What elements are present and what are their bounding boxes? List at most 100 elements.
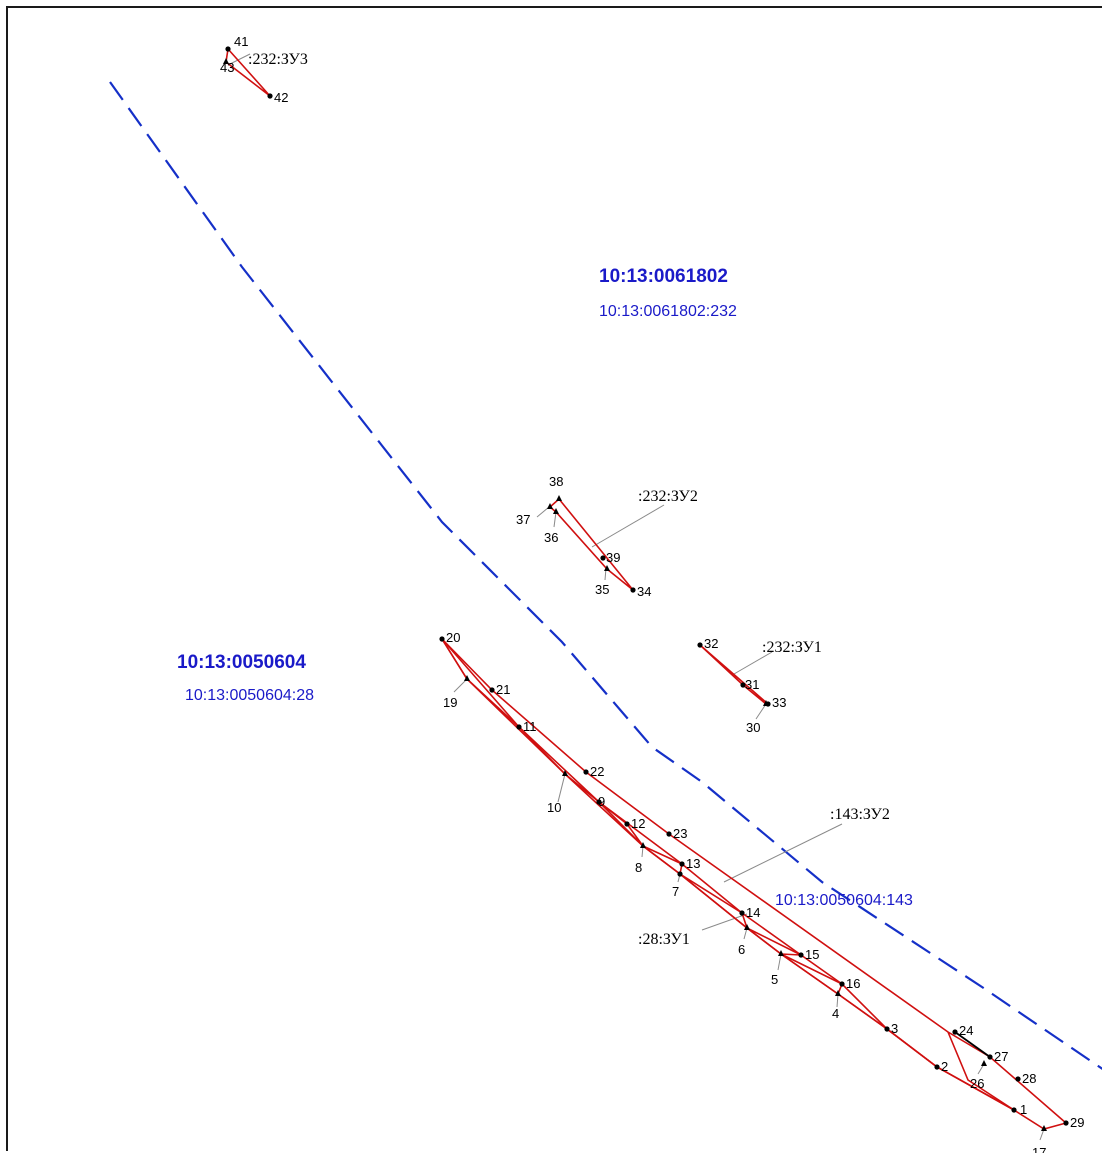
point-labels: 1234567891011121314151617192021222324262…	[220, 34, 1084, 1153]
point-label-16: 16	[846, 976, 860, 991]
map-frame: 1 2 3 4 5 6 7 8 9 10 11 12 13 14 15 16 17 19 20 21 22 23 24 26 2…	[6, 6, 1102, 1153]
point-marker-3	[884, 1026, 890, 1032]
point-marker-38	[556, 495, 562, 501]
point-marker-9	[596, 799, 602, 805]
point-marker-37	[547, 503, 553, 509]
point-marker-28	[1015, 1076, 1021, 1082]
point-label-22: 22	[590, 764, 604, 779]
point-label-7: 7	[672, 884, 679, 899]
point-marker-32	[697, 642, 703, 648]
point-marker-19	[464, 675, 470, 681]
point-label-14: 14	[746, 905, 760, 920]
label-zu-232-3: :232:ЗУ3	[248, 51, 308, 68]
point-label-21: 21	[496, 682, 510, 697]
block-label-south: 10:13:0050604	[177, 652, 306, 673]
boundary-28-zu1-outer	[441, 638, 938, 1068]
boundary-28-zu1-inner	[441, 638, 1015, 1111]
point-label-2: 2	[941, 1059, 948, 1074]
leader-zu1	[733, 651, 773, 675]
point-marker-16	[839, 981, 845, 987]
quarter-boundary-line	[109, 81, 1102, 1070]
point-label-5: 5	[771, 972, 778, 987]
leader-5	[777, 953, 782, 971]
point-label-36: 36	[544, 530, 558, 545]
leader-143	[723, 823, 843, 883]
point-marker-10	[562, 770, 568, 776]
point-marker-6	[744, 924, 750, 930]
point-label-38: 38	[549, 474, 563, 489]
point-label-10: 10	[547, 800, 561, 815]
point-marker-1	[1011, 1107, 1017, 1113]
point-label-37: 37	[516, 512, 530, 527]
boundary-zu1	[699, 644, 771, 705]
point-marker-2	[934, 1064, 940, 1070]
point-marker-33	[765, 701, 771, 707]
boundary-143-zu2	[441, 638, 1068, 1130]
parcel-label-strip: 10:13:0050604:143	[775, 892, 913, 909]
point-label-20: 20	[446, 630, 460, 645]
point-marker-41	[225, 46, 231, 52]
leader-10	[557, 773, 566, 803]
point-label-29: 29	[1070, 1115, 1084, 1130]
point-label-17: 17	[1032, 1145, 1046, 1153]
parcel-label-south: 10:13:0050604:28	[185, 687, 314, 704]
point-marker-22	[583, 769, 589, 775]
point-marker-27	[987, 1054, 993, 1060]
point-marker-31	[740, 682, 746, 688]
point-marker-7	[677, 871, 683, 877]
point-marker-20	[439, 636, 445, 642]
point-label-12: 12	[631, 816, 645, 831]
point-marker-11	[516, 724, 522, 730]
leader-37	[536, 506, 550, 518]
point-label-4: 4	[832, 1006, 839, 1021]
label-zu-143-2: :143:ЗУ2	[830, 806, 890, 823]
point-marker-43	[223, 58, 229, 64]
point-label-32: 32	[704, 636, 718, 651]
point-marker-36	[553, 508, 559, 514]
point-marker-39	[600, 555, 606, 561]
leader-4	[836, 993, 839, 1008]
boundary-28-zu1	[441, 638, 1015, 1111]
point-label-3: 3	[891, 1021, 898, 1036]
point-label-15: 15	[805, 947, 819, 962]
point-marker-5	[778, 950, 784, 956]
point-marker-42	[267, 93, 273, 99]
point-label-13: 13	[686, 856, 700, 871]
cadastral-map: 1234567891011121314151617192021222324262…	[109, 34, 1102, 1153]
point-marker-13	[679, 861, 685, 867]
point-marker-8	[640, 842, 646, 848]
leader-28	[701, 913, 748, 931]
point-label-1: 1	[1020, 1102, 1027, 1117]
boundary-zu2	[548, 497, 634, 591]
point-label-19: 19	[443, 695, 457, 710]
point-label-30: 30	[746, 720, 760, 735]
label-zu-232-2: :232:ЗУ2	[638, 488, 698, 505]
leader-30	[755, 703, 767, 720]
leader-zu3	[229, 53, 251, 65]
point-marker-17	[1041, 1125, 1047, 1131]
point-label-33: 33	[772, 695, 786, 710]
point-label-6: 6	[738, 942, 745, 957]
point-marker-12	[624, 821, 630, 827]
point-label-41: 41	[234, 34, 248, 49]
point-label-35: 35	[595, 582, 609, 597]
parcel-label-north: 10:13:0061802:232	[599, 303, 737, 320]
point-label-27: 27	[994, 1049, 1008, 1064]
point-marker-14	[739, 910, 745, 916]
point-label-26: 26	[970, 1076, 984, 1091]
point-marker-35	[604, 565, 610, 571]
point-marker-34	[630, 587, 636, 593]
point-label-42: 42	[274, 90, 288, 105]
point-marker-29	[1063, 1120, 1069, 1126]
point-label-34: 34	[637, 584, 651, 599]
point-label-9: 9	[598, 794, 605, 809]
leader-zu2	[591, 504, 665, 548]
leader-19	[453, 678, 468, 693]
boundary-zu3	[225, 47, 271, 97]
point-label-11: 11	[523, 719, 537, 734]
point-marker-26	[981, 1060, 987, 1066]
turning-points	[223, 46, 1069, 1131]
point-label-31: 31	[745, 677, 759, 692]
point-marker-15	[798, 952, 804, 958]
point-marker-4	[835, 990, 841, 996]
